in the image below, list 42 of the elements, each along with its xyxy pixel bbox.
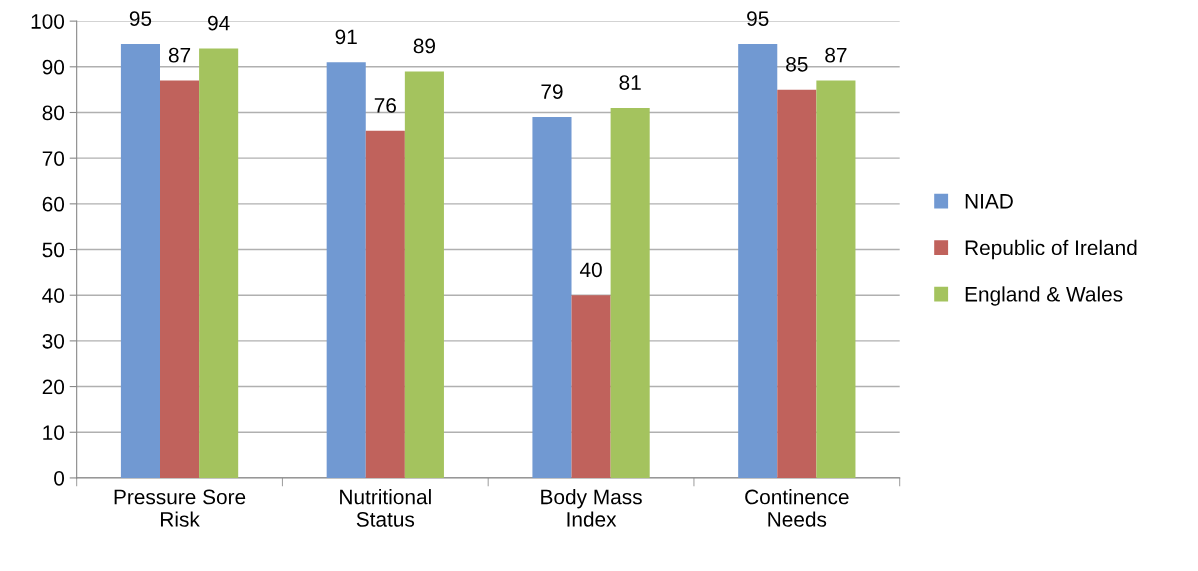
x-tick-label: Body Mass Index <box>541 489 642 527</box>
bar <box>571 295 611 478</box>
data-label: 85 <box>786 56 808 72</box>
bar <box>610 107 650 478</box>
data-label: 81 <box>619 75 641 90</box>
bar <box>738 43 778 478</box>
bar <box>777 89 817 478</box>
y-tick-label: 70 <box>42 151 65 166</box>
y-tick-label: 0 <box>54 470 65 486</box>
y-tick-label: 50 <box>42 242 65 258</box>
x-tick-label: Continence Needs <box>745 489 849 527</box>
y-tick-label: 40 <box>42 288 65 303</box>
data-label: 87 <box>168 47 191 63</box>
y-tick-label: 80 <box>42 105 65 121</box>
data-label: 79 <box>541 84 563 100</box>
bar <box>199 48 239 478</box>
bar <box>160 80 200 478</box>
data-label: 95 <box>747 11 769 26</box>
x-tick-label: Pressure Sore Risk <box>114 489 246 527</box>
y-tick-label: 10 <box>43 425 65 440</box>
data-label: 87 <box>825 47 847 63</box>
data-label: 91 <box>335 29 357 45</box>
data-label: 95 <box>129 11 152 26</box>
bar <box>816 80 856 478</box>
data-label: 76 <box>374 98 396 113</box>
legend-label: NIAD <box>965 194 1013 209</box>
data-label: 94 <box>208 15 230 31</box>
bar <box>120 43 160 478</box>
y-tick-label: 90 <box>42 59 65 75</box>
data-label: 40 <box>579 262 602 278</box>
bar <box>404 71 444 478</box>
bar <box>326 62 366 478</box>
bar <box>532 117 572 478</box>
y-tick-label: 20 <box>42 379 65 395</box>
y-tick-label: 100 <box>31 14 65 29</box>
legend-label: Republic of Ireland <box>965 239 1137 260</box>
legend-label: England & Wales <box>965 286 1123 306</box>
y-tick-label: 30 <box>42 333 65 349</box>
bar <box>365 130 405 478</box>
data-label: 89 <box>413 38 435 54</box>
x-tick-label: Nutritional Status <box>340 489 431 527</box>
y-tick-label: 60 <box>42 196 65 212</box>
